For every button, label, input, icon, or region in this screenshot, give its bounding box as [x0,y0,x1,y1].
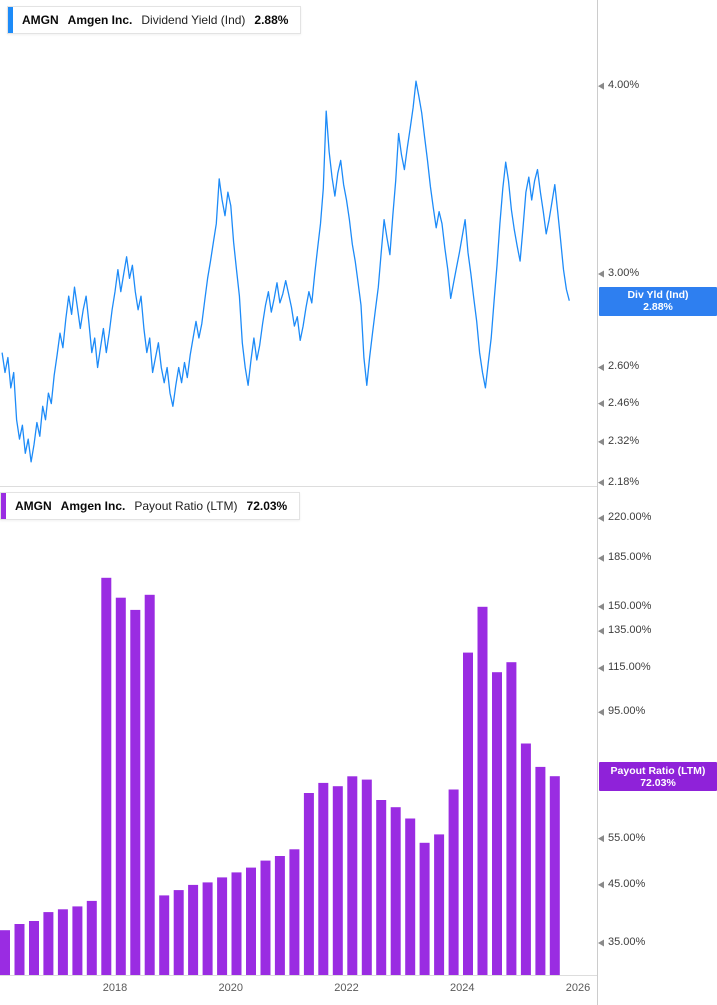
payout-ratio-bar [535,766,546,975]
payout-ratio-bar [376,800,387,975]
axis-tick-marker [598,939,604,947]
payout-ratio-bar [361,779,372,975]
axis-tick-marker [598,835,604,843]
company-name: Amgen Inc. [67,13,133,27]
axis-tick-marker [598,627,604,635]
metric-value: 72.03% [246,499,288,513]
metric-name: Payout Ratio (LTM) [134,499,238,513]
payout-ratio-bar [202,882,213,975]
dividend-yield-line [1,80,570,463]
payout-ratio-bar [289,849,300,975]
payout-ratio-bar [246,867,256,975]
payout-ratio-axis-flag: Payout Ratio (LTM) 72.03% [599,762,717,792]
payout-ratio-bar [303,793,314,975]
payout-ratio-bar [72,906,83,975]
legend-accent-bar [1,493,6,519]
flag-value: 2.88% [643,301,673,314]
payout-ratio-bar [115,597,126,975]
payout-ratio-bar [57,909,68,975]
payout-ratio-bar [14,924,25,975]
payout-ratio-bar [347,776,358,975]
payout-ratio-bar [43,912,54,975]
payout-ratio-bar [130,609,141,975]
payout-ratio-bar [274,856,285,975]
payout-ratio-bar [390,807,401,975]
payout-ratio-bar [448,789,459,975]
payout-ratio-bar [159,895,170,975]
axis-tick-marker [598,664,604,672]
payout-ratio-bar [463,652,473,975]
payout-ratio-bar [434,834,445,975]
payout-ratio-bar [520,743,531,975]
payout-ratio-bar [492,672,502,975]
dividend-yield-legend[interactable]: AMGN Amgen Inc. Dividend Yield (Ind) 2.8… [7,6,302,34]
payout-ratio-bar [101,577,112,975]
payout-ratio-bar [477,606,488,975]
axis-tick-marker [598,881,604,889]
payout-ratio-bar [86,900,97,975]
legend-accent-bar [8,7,13,33]
ticker-symbol: AMGN [22,13,59,27]
payout-ratio-bar [0,930,10,975]
payout-ratio-legend[interactable]: AMGN Amgen Inc. Payout Ratio (LTM) 72.03… [0,492,301,520]
metric-name: Dividend Yield (Ind) [141,13,246,27]
payout-ratio-bar [419,842,430,975]
ticker-symbol: AMGN [15,499,52,513]
axis-tick-marker [598,364,604,371]
flag-value: 72.03% [640,776,676,789]
axis-tick-marker [598,554,604,562]
payout-ratio-bar [405,818,416,975]
axis-tick-marker [598,603,604,611]
axis-tick-marker [598,438,604,446]
div-yld-axis-flag: Div Yld (Ind) 2.88% [599,286,717,316]
flag-label: Div Yld (Ind) [627,289,689,302]
axis-tick-marker [598,479,604,487]
flag-label: Payout Ratio (LTM) [610,764,706,777]
axis-tick-marker [598,400,604,408]
axis-tick-marker [598,708,604,716]
axis-tick-marker [598,514,604,522]
axis-tick-marker [598,270,604,278]
payout-ratio-bar [318,782,329,975]
payout-ratio-bar [260,860,271,975]
payout-ratio-bar [549,776,560,975]
metric-value: 2.88% [254,13,289,27]
company-name: Amgen Inc. [60,499,126,513]
axis-tick-marker [598,82,604,90]
payout-ratio-bar [188,884,199,975]
payout-ratio-bar [217,877,228,975]
payout-ratio-bar [332,786,343,975]
payout-ratio-bar [506,662,517,975]
payout-ratio-bar [29,921,39,975]
payout-ratio-bar [173,890,184,975]
payout-ratio-bar [144,594,155,975]
payout-ratio-bar [231,872,242,975]
